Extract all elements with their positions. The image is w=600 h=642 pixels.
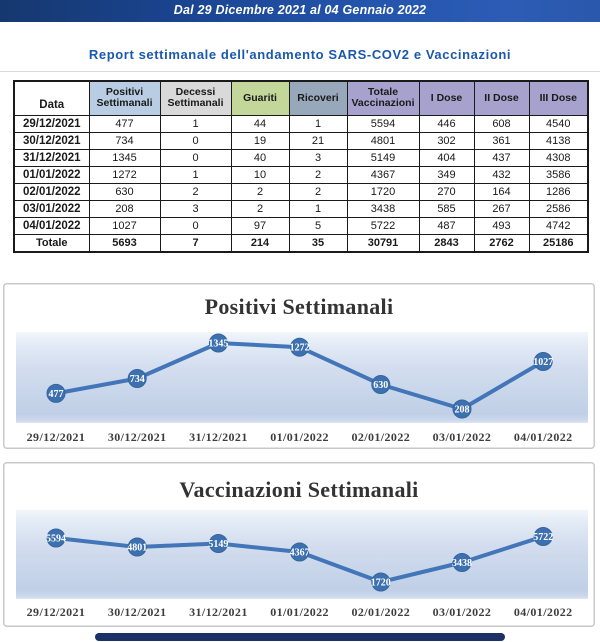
svg-text:1345: 1345	[208, 339, 228, 350]
svg-text:01/01/2022: 01/01/2022	[270, 605, 329, 619]
svg-text:5149: 5149	[208, 539, 228, 550]
svg-text:Positivi Settimanali: Positivi Settimanali	[205, 294, 394, 319]
svg-text:29/12/2021: 29/12/2021	[27, 430, 86, 444]
svg-text:4801: 4801	[127, 543, 147, 554]
svg-text:31/12/2021: 31/12/2021	[189, 605, 248, 619]
svg-text:3438: 3438	[452, 558, 472, 569]
svg-text:01/01/2022: 01/01/2022	[270, 430, 329, 444]
svg-text:03/01/2022: 03/01/2022	[433, 605, 492, 619]
svg-text:734: 734	[130, 374, 145, 385]
svg-text:1027: 1027	[533, 357, 553, 368]
svg-text:477: 477	[49, 389, 64, 400]
svg-text:1720: 1720	[371, 578, 391, 589]
svg-text:Vaccinazioni Settimanali: Vaccinazioni Settimanali	[179, 477, 418, 502]
svg-text:04/01/2022: 04/01/2022	[514, 605, 573, 619]
svg-text:5594: 5594	[46, 534, 66, 545]
svg-text:4367: 4367	[290, 548, 310, 559]
svg-text:04/01/2022: 04/01/2022	[514, 430, 573, 444]
svg-text:02/01/2022: 02/01/2022	[351, 430, 410, 444]
svg-text:29/12/2021: 29/12/2021	[27, 605, 86, 619]
svg-text:31/12/2021: 31/12/2021	[189, 430, 248, 444]
svg-text:208: 208	[455, 405, 470, 416]
svg-text:1272: 1272	[290, 343, 310, 354]
svg-text:30/12/2021: 30/12/2021	[108, 430, 167, 444]
svg-text:630: 630	[373, 380, 388, 391]
svg-text:5722: 5722	[533, 532, 553, 543]
svg-text:30/12/2021: 30/12/2021	[108, 605, 167, 619]
svg-text:03/01/2022: 03/01/2022	[433, 430, 492, 444]
svg-text:02/01/2022: 02/01/2022	[351, 605, 410, 619]
